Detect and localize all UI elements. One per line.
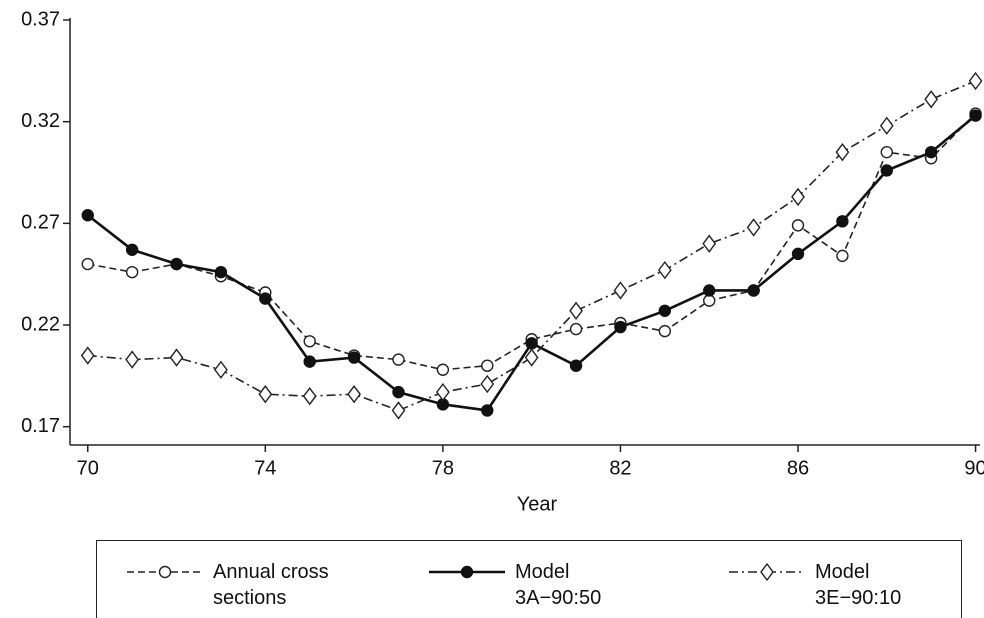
y-tick-label: 0.37 [21,8,60,30]
marker [125,350,140,369]
legend-key [127,565,203,579]
legend-label: Model 3E−90:10 [815,561,902,609]
marker [703,284,716,297]
marker [658,304,672,317]
marker [658,324,672,338]
marker [657,260,672,280]
legend-label: Model 3A−90:50 [515,561,602,609]
marker [791,247,805,261]
marker [303,335,316,348]
marker [880,164,893,177]
marker [214,265,228,279]
marker [214,360,228,379]
marker [760,562,774,582]
series-line [87,80,976,412]
marker [259,292,272,305]
marker [836,249,849,263]
marker [746,218,761,237]
marker [968,71,983,91]
marker [170,257,183,271]
marker [169,348,184,367]
legend-entry: Model 3E−90:10 [727,559,920,611]
marker [480,374,495,394]
x-axis-label: Year [517,493,558,515]
marker [81,257,94,271]
marker [924,90,939,109]
x-tick-label: 82 [609,457,631,479]
marker [436,382,450,402]
x-tick-label: 70 [77,457,99,479]
marker [569,322,583,336]
legend-entry: Annual cross sections [125,559,363,611]
marker [569,359,583,372]
x-tick-label: 74 [254,457,276,479]
legend-entry: Model 3A−90:50 [427,559,620,611]
marker [392,353,405,366]
marker [836,215,849,228]
marker [525,337,538,350]
legend: Annual cross sections Model 3A−90:50 Model… [96,540,962,618]
marker [391,401,406,420]
marker [791,187,805,207]
marker [613,281,628,300]
marker [569,301,583,320]
marker [481,404,494,417]
marker [481,359,494,372]
x-tick-label: 86 [787,457,809,479]
marker [835,143,850,162]
y-tick-label: 0.22 [21,313,60,335]
marker [614,320,627,334]
marker [924,145,938,159]
marker [702,234,717,253]
marker [879,116,894,135]
marker [791,219,805,232]
marker [747,284,760,297]
marker [158,565,172,579]
x-tick-label: 78 [432,457,454,479]
x-tick-label: 90 [964,457,984,479]
marker [303,355,316,368]
marker [125,265,139,279]
marker [969,109,982,122]
marker [258,384,273,404]
y-tick-label: 0.17 [21,415,60,437]
marker [703,294,716,307]
marker [125,243,139,256]
marker [81,209,94,222]
marker [880,145,893,159]
legend-key [429,565,505,579]
legend-label: Annual cross sections [213,561,329,609]
marker [302,387,317,406]
marker [460,565,474,579]
chart: Year 0.17 0.22 0.27 0.32 0.37 70 74 78 82 86 90 [21,8,984,515]
marker [347,384,361,404]
marker [436,363,450,376]
marker [524,348,539,367]
legend-key [729,562,805,582]
marker [80,346,95,365]
marker [347,351,361,364]
marker [392,385,405,399]
y-tick-label: 0.27 [21,212,60,234]
y-tick-label: 0.32 [21,110,60,132]
